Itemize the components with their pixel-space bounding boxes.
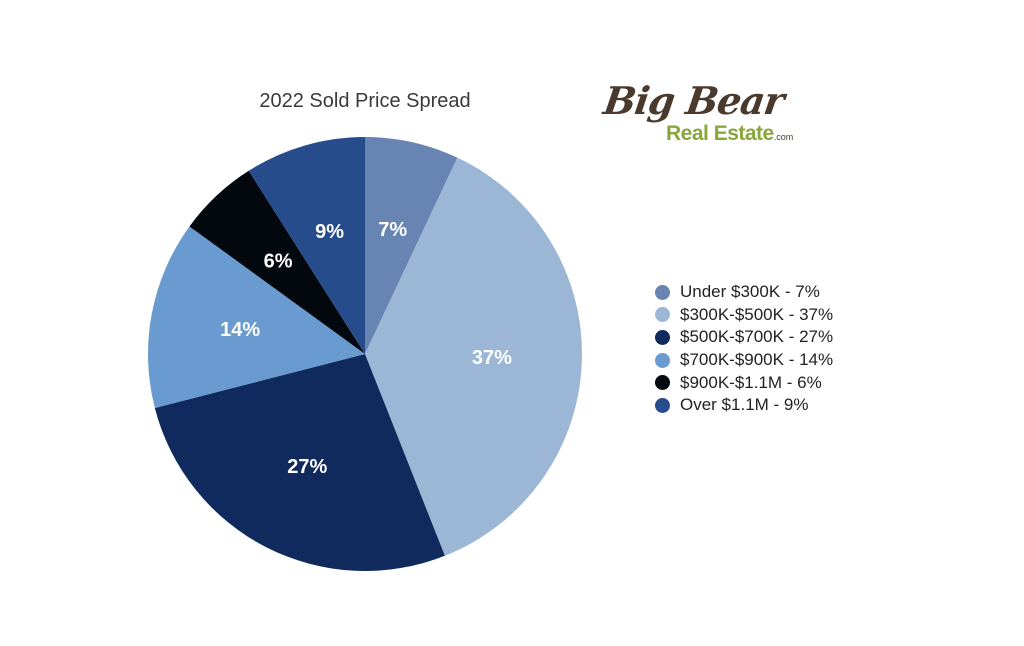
pie-slice-4 [148,226,365,408]
logo-wordmark-top: Big Bear [600,78,787,123]
company-logo: Big Bear Real Estate.com [600,78,800,152]
legend-swatch [655,329,670,345]
pie-slice-6 [248,137,365,354]
chart-title: 2022 Sold Price Spread [259,90,471,112]
pie-slice-2 [365,157,582,556]
legend-swatch [655,352,670,368]
logo-wordmark-bottom: Real Estate.com [666,122,793,146]
logo-wordmark-suffix: .com [773,132,794,142]
legend-item-2: $300K-$500K - 37% [655,304,833,327]
legend-label: Under $300K - 7% [680,282,820,302]
slice-label-6: 9% [315,221,344,243]
legend-swatch [655,397,670,413]
pie-slice-3 [154,354,445,571]
slice-label-4: 14% [220,319,260,341]
pie-slice-1 [365,136,458,354]
legend-item-5: $900K-$1.1M - 6% [655,371,833,394]
legend-label: $700K-$900K - 14% [680,350,834,370]
legend-label: $500K-$700K - 27% [680,327,834,347]
slice-label-1: 7% [378,219,407,241]
slice-label-3: 27% [287,456,327,478]
legend-item-1: Under $300K - 7% [655,281,833,304]
pie-slice-5 [189,170,365,354]
legend-item-4: $700K-$900K - 14% [655,349,833,372]
legend-swatch [655,284,670,300]
legend-swatch [655,375,670,391]
logo-wordmark-main: Real Estate [666,122,774,145]
legend-swatch [655,307,670,323]
legend-label: Over $1.1M - 9% [680,395,809,415]
chart-legend: Under $300K - 7% $300K-$500K - 37% $500K-$… [655,281,833,417]
legend-item-6: Over $1.1M - 9% [655,394,833,417]
slice-label-2: 37% [472,347,512,369]
legend-item-3: $500K-$700K - 27% [655,326,833,349]
legend-label: $900K-$1.1M - 6% [680,372,822,392]
slice-label-5: 6% [264,250,293,272]
legend-label: $300K-$500K - 37% [680,304,834,324]
